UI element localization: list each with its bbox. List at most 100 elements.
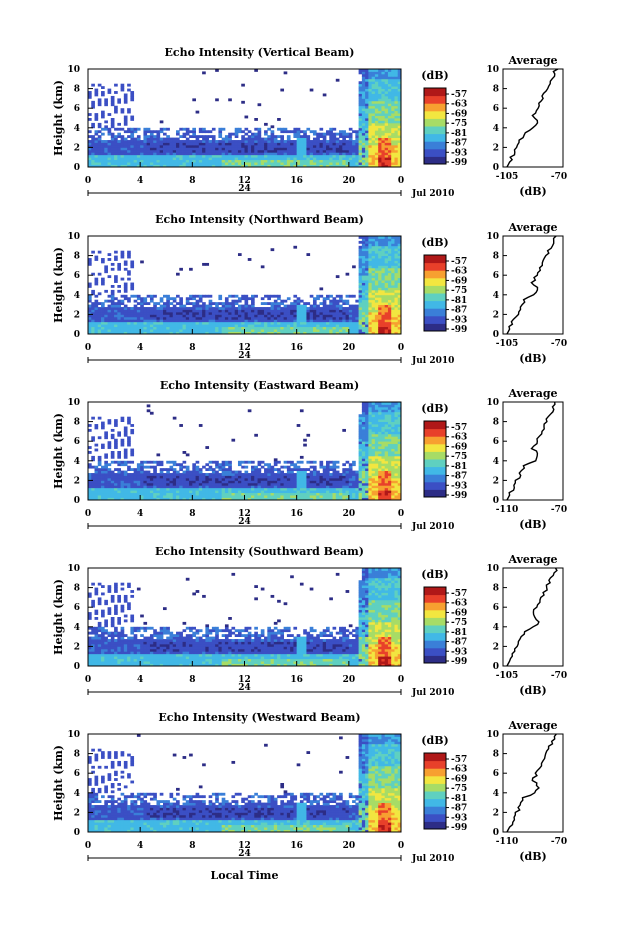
heatmap-cell	[91, 326, 95, 330]
heatmap-cell	[123, 147, 128, 151]
heatmap-cell	[101, 426, 105, 430]
heatmap-cell	[136, 492, 141, 496]
heatmap-cell	[286, 142, 291, 146]
heatmap-cell	[267, 316, 271, 320]
heatmap-cell	[339, 482, 343, 486]
heatmap-cell	[110, 118, 115, 121]
heatmap-cell	[342, 154, 346, 158]
heatmap-cell	[94, 159, 99, 163]
heatmap-cell	[195, 137, 200, 141]
heatmap-cell	[179, 157, 183, 161]
heatmap-cell	[342, 311, 346, 315]
heatmap-cell	[316, 149, 320, 153]
heatmap-cell	[104, 103, 108, 107]
heatmap-cell	[326, 314, 330, 318]
heatmap-cell	[228, 324, 232, 328]
heatmap-cell	[322, 304, 327, 308]
heatmap-cell	[329, 487, 333, 491]
heatmap-cell	[231, 321, 236, 325]
heatmap-cell	[352, 477, 356, 481]
heatmap-cell	[358, 270, 363, 274]
heatmap-cell	[387, 285, 392, 288]
heatmap-cell	[94, 255, 99, 259]
heatmap-cell	[335, 475, 340, 479]
heatmap-cell	[267, 477, 271, 481]
heatmap-cell	[381, 331, 386, 335]
heatmap-cell	[247, 324, 252, 328]
heatmap-cell	[110, 299, 115, 303]
heatmap-cell	[244, 304, 249, 308]
heatmap-cell	[104, 470, 108, 474]
heatmap-cell	[352, 316, 356, 320]
heatmap-cell	[319, 157, 324, 161]
heatmap-cell	[117, 324, 121, 328]
heatmap-cell	[101, 480, 105, 484]
heatmap-cell	[123, 93, 128, 97]
heatmap-cell	[110, 147, 115, 151]
heatmap-cell	[189, 302, 193, 305]
heatmap-cell	[247, 142, 252, 146]
heatmap-cell	[391, 105, 395, 109]
heatmap-cell	[244, 475, 249, 479]
heatmap-cell	[326, 487, 330, 491]
heatmap-cell	[120, 463, 125, 467]
heatmap-cell	[202, 294, 206, 298]
heatmap-cell	[345, 272, 350, 276]
heatmap-cell	[231, 319, 236, 323]
heatmap-cell	[397, 135, 402, 138]
heatmap-cell	[335, 473, 340, 476]
heatmap-cell	[264, 477, 268, 481]
heatmap-cell	[329, 319, 333, 323]
heatmap-cell	[244, 473, 249, 476]
heatmap-cell	[166, 319, 170, 323]
heatmap-cell	[110, 122, 115, 126]
heatmap-cell	[316, 475, 320, 479]
date-label: Jul 2010	[411, 356, 454, 366]
heatmap-cell	[335, 137, 340, 141]
heatmap-cell	[309, 475, 314, 479]
heatmap-cell	[280, 309, 285, 313]
heatmap-cell	[211, 142, 216, 146]
heatmap-cell	[348, 473, 353, 476]
heatmap-cell	[107, 477, 112, 481]
heatmap-cell	[97, 135, 102, 138]
heatmap-cell	[179, 316, 183, 320]
heatmap-cell	[104, 100, 108, 104]
heatmap-cell	[127, 492, 131, 496]
heatmap-cell	[273, 304, 278, 308]
heatmap-cell	[264, 164, 268, 168]
heatmap-cell	[97, 321, 102, 325]
heatmap-cell	[339, 162, 343, 165]
heatmap-cell	[120, 309, 125, 313]
heatmap-cell	[280, 314, 285, 318]
heatmap-cell	[293, 147, 298, 151]
heatmap-cell	[368, 78, 373, 82]
heatmap-cell	[107, 490, 112, 494]
heatmap-cell	[374, 253, 379, 256]
heatmap-cell	[127, 255, 131, 259]
heatmap-cell	[303, 473, 307, 476]
heatmap-cell	[299, 311, 304, 315]
heatmap-cell	[247, 144, 252, 148]
heatmap-cell	[394, 248, 399, 252]
heatmap-cell	[286, 304, 291, 308]
heatmap-cell	[345, 475, 350, 479]
heatmap-cell	[117, 490, 121, 494]
heatmap-cell	[358, 262, 363, 266]
heatmap-cell	[280, 149, 285, 153]
heatmap-cell	[101, 475, 105, 479]
heatmap-cell	[283, 299, 288, 303]
heatmap-cell	[257, 130, 262, 134]
heatmap-cell	[374, 289, 379, 293]
heatmap-cell	[394, 100, 399, 104]
heatmap-cell	[391, 277, 395, 281]
heatmap-cell	[192, 304, 196, 308]
heatmap-cell	[140, 326, 144, 330]
heatmap-cell	[264, 324, 268, 328]
heatmap-cell	[361, 282, 366, 286]
heatmap-cell	[215, 142, 219, 146]
heatmap-cell	[309, 460, 314, 464]
heatmap-cell	[365, 316, 369, 320]
heatmap-cell	[101, 487, 105, 491]
heatmap-cell	[97, 495, 102, 498]
